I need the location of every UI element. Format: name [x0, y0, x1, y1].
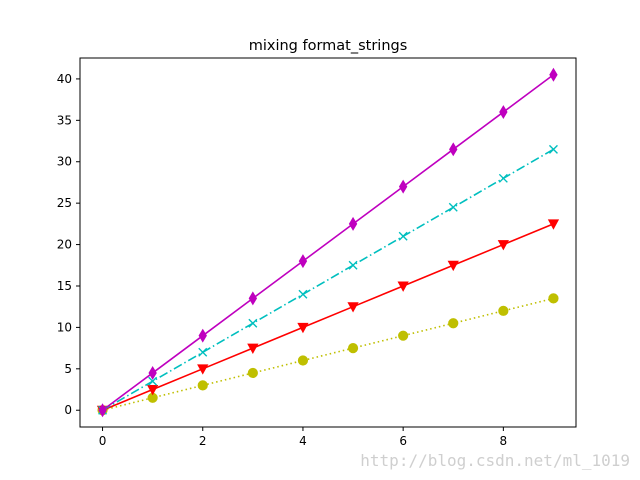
data-point [398, 179, 408, 194]
plot-frame [79, 57, 577, 428]
data-point [449, 142, 458, 157]
data-point [499, 105, 508, 120]
data-point [448, 318, 459, 329]
data-point [347, 302, 359, 313]
x-tick-label: 4 [299, 434, 307, 448]
data-point [298, 254, 308, 269]
y-tick-label: 35 [57, 113, 72, 127]
data-point [347, 343, 359, 354]
y-tick-label: 40 [57, 72, 72, 86]
x-tick-label: 0 [99, 434, 107, 448]
data-point [548, 144, 558, 154]
data-point [98, 403, 107, 418]
data-point [298, 289, 308, 299]
watermark-text: http://blog.csdn.net/ml_1019 [360, 451, 630, 470]
data-point [348, 260, 358, 270]
data-point [297, 355, 309, 366]
series-4 [98, 67, 558, 418]
data-point [297, 322, 309, 334]
y-tick-label: 25 [57, 196, 72, 210]
data-point [549, 67, 558, 82]
data-point [148, 365, 157, 380]
data-point [547, 219, 560, 230]
y-tick-label: 30 [57, 155, 72, 169]
x-tick-label: 2 [199, 434, 207, 448]
data-point [197, 364, 209, 375]
data-point [348, 216, 358, 231]
data-point [398, 330, 409, 341]
data-point [147, 385, 159, 396]
data-point [498, 305, 509, 316]
data-point [397, 281, 409, 292]
data-point [248, 291, 258, 306]
data-point [398, 231, 408, 241]
y-tick-label: 10 [57, 320, 72, 334]
x-tick-label: 6 [399, 434, 407, 448]
data-point [198, 328, 207, 343]
y-tick-label: 20 [57, 238, 72, 252]
data-point [248, 318, 258, 328]
series-3 [98, 144, 558, 415]
plot-area [96, 67, 560, 418]
data-point [247, 367, 258, 379]
chart-title: mixing format_strings [249, 38, 408, 54]
data-point [148, 376, 158, 386]
series-1 [97, 293, 559, 416]
data-point [198, 347, 208, 357]
series-2 [96, 219, 560, 417]
series-2-line [102, 223, 554, 411]
series-4-line [102, 74, 554, 411]
series-3-line [102, 148, 554, 411]
y-tick-label: 5 [64, 362, 72, 376]
x-tick-label: 8 [500, 434, 508, 448]
data-point [448, 202, 458, 212]
data-point [447, 260, 459, 272]
data-point [247, 343, 259, 354]
series-1-line [102, 297, 554, 412]
data-point [197, 380, 208, 391]
data-point [497, 240, 509, 251]
data-point [548, 293, 559, 304]
y-tick-label: 15 [57, 279, 72, 293]
y-tick-label: 0 [64, 403, 72, 417]
data-point [498, 173, 508, 183]
axes: 0 2 4 6 8 0 5 10 15 20 25 30 35 40 [57, 57, 577, 448]
